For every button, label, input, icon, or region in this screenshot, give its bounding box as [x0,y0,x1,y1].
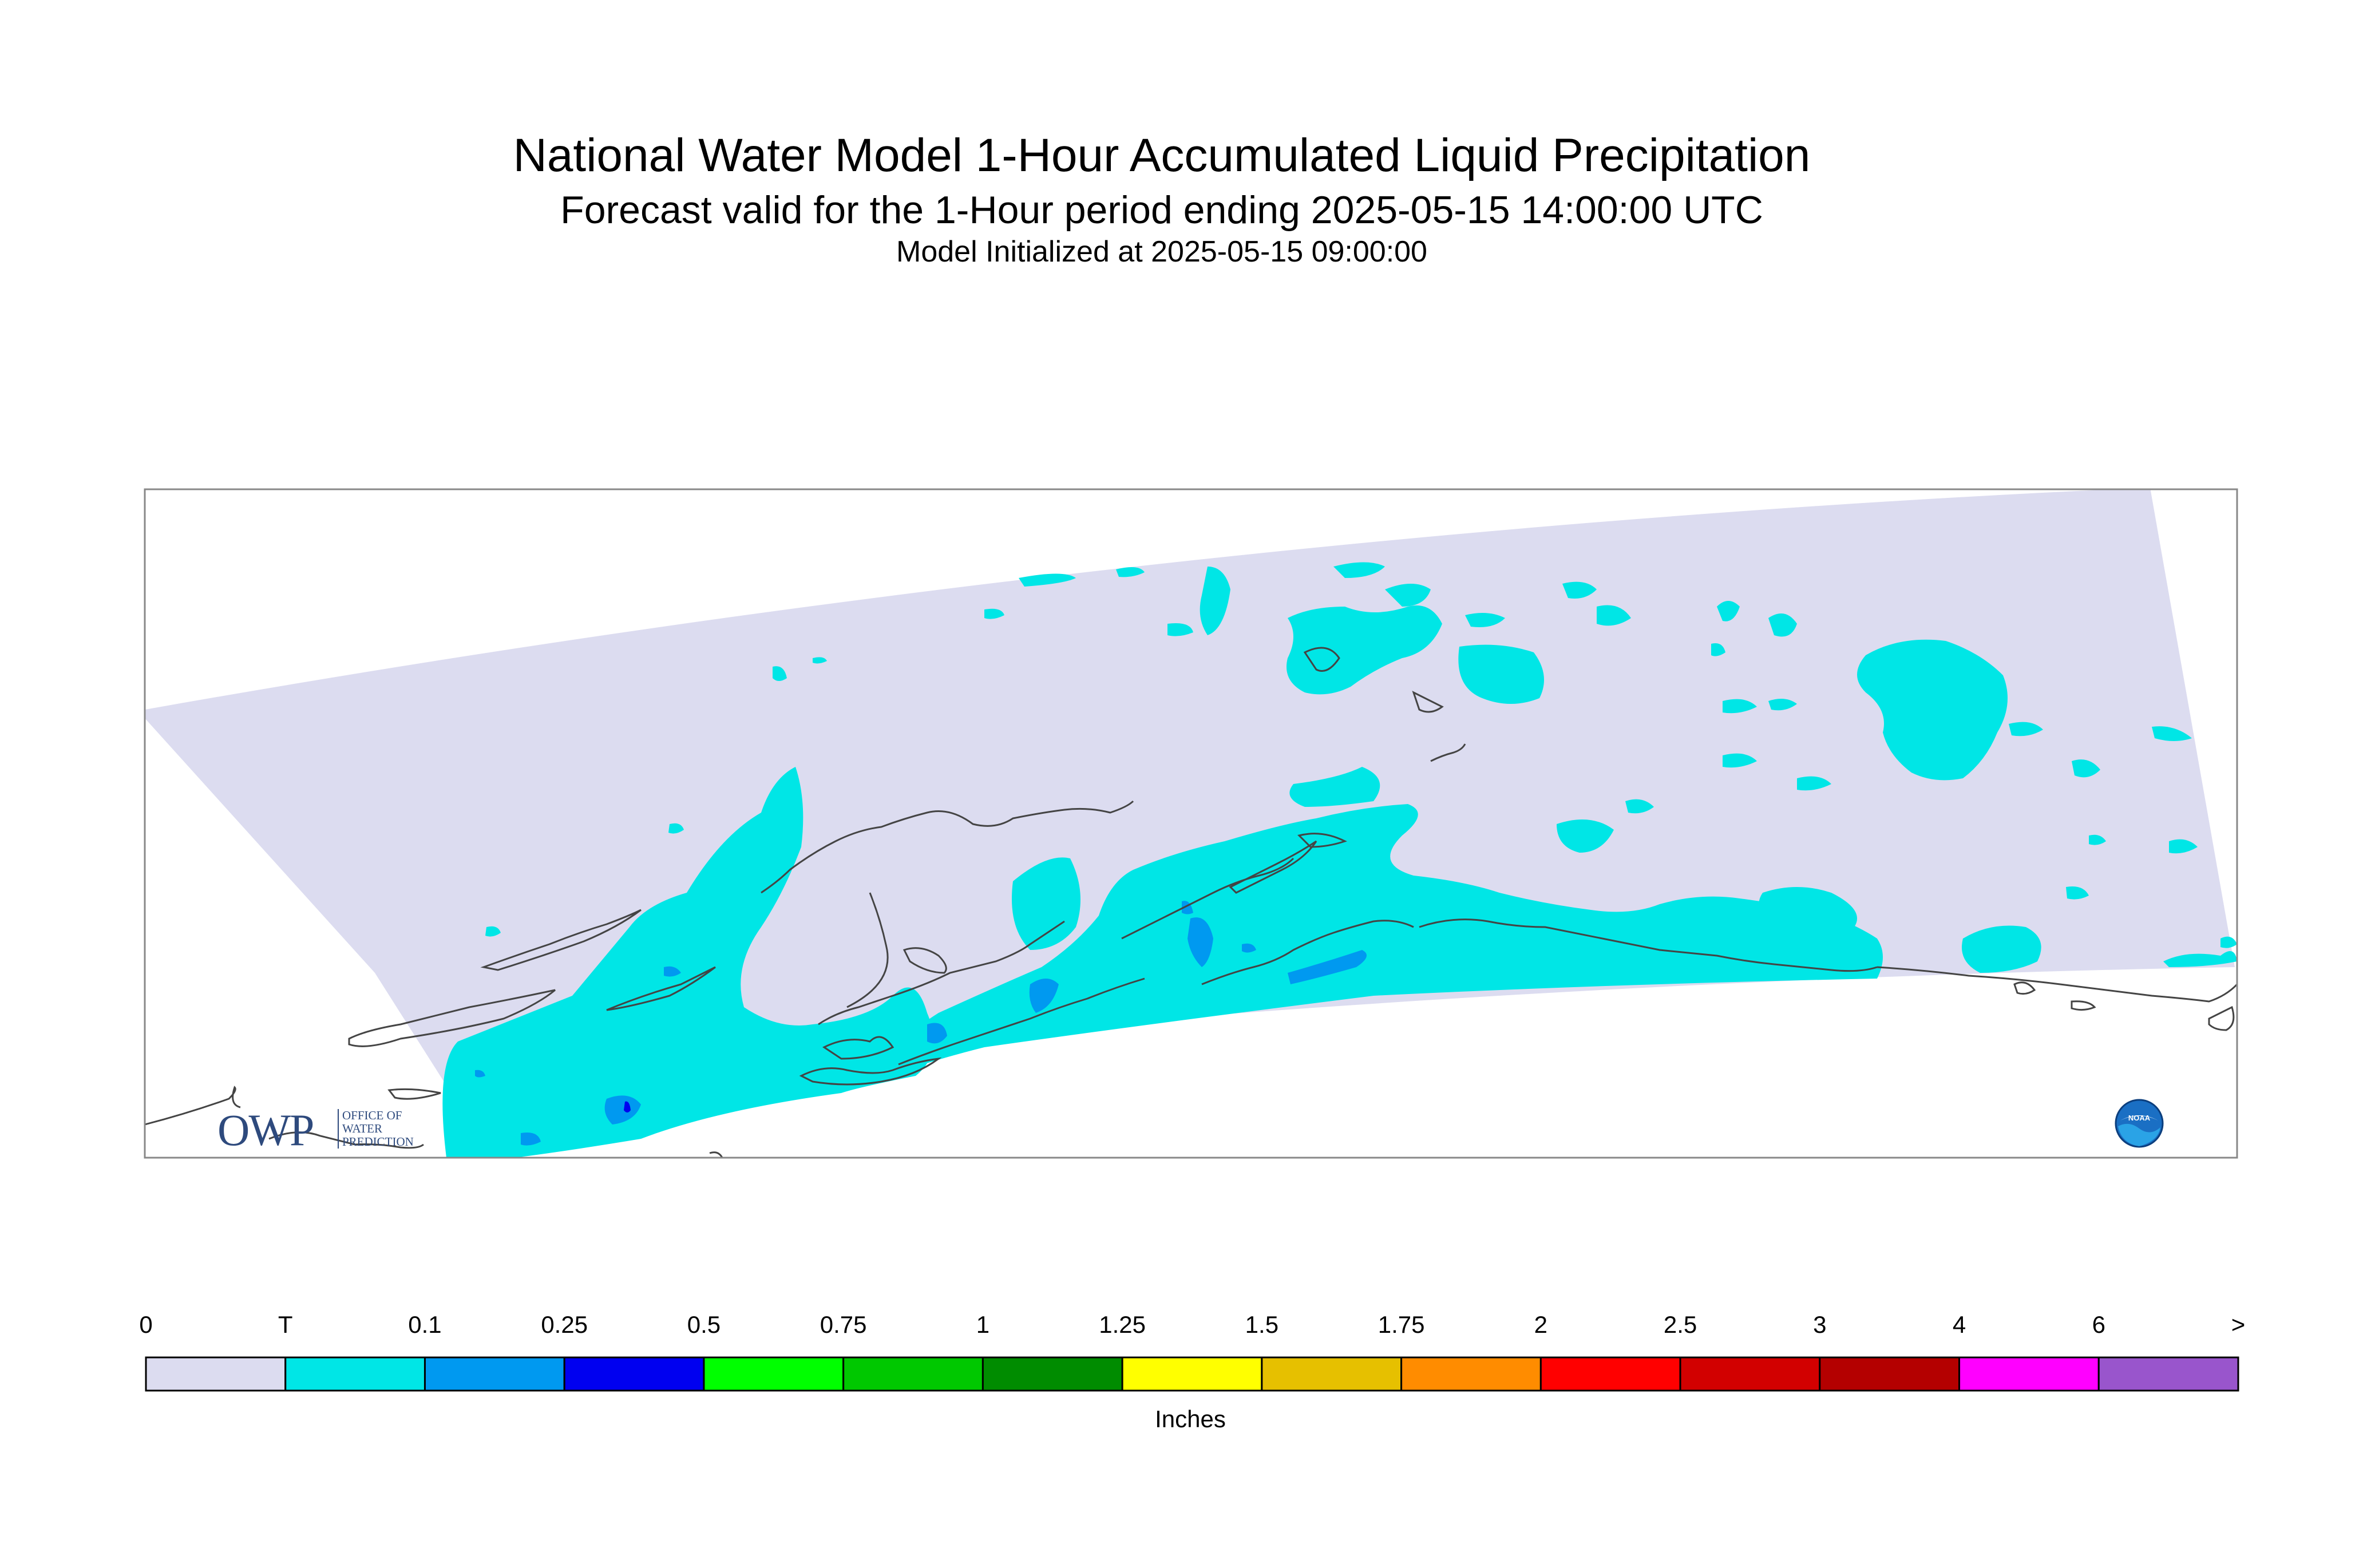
colorbar-swatch-8 [1261,1356,1403,1392]
colorbar-tick-label: 0.75 [820,1311,867,1338]
noaa-logo: NOAA [2115,1099,2164,1148]
owp-text-line-3: PREDICTION [342,1135,414,1149]
colorbar-swatch-1 [284,1356,426,1392]
moderate-precip-area [624,1101,631,1112]
colorbar-tick-label: 0 [139,1311,153,1338]
colorbar-tick-label: 0.5 [687,1311,721,1338]
colorbar-swatch-12 [1819,1356,1961,1392]
colorbar-swatch-14 [2097,1356,2239,1392]
colorbar-swatch-13 [1958,1356,2100,1392]
owp-logo-text: OFFICE OF WATER PREDICTION [338,1109,414,1149]
owp-logo: OWP OFFICE OF WATER PREDICTION [217,1104,429,1156]
colorbar-tick-label: 3 [1813,1311,1827,1338]
colorbar-swatch-6 [981,1356,1123,1392]
colorbar-tick-label: 2 [1534,1311,1548,1338]
colorbar-swatch-7 [1121,1356,1263,1392]
owp-text-line-2: WATER [342,1122,382,1135]
colorbar-tick-label: 2.5 [1663,1311,1697,1338]
colorbar-swatch-11 [1679,1356,1821,1392]
owp-logo-letters: OWP [217,1105,314,1155]
coastlines [145,647,2237,1158]
colorbar-units-label: Inches [1155,1405,1226,1432]
colorbar-tick-label: 0.25 [541,1311,588,1338]
colorbar-swatch-3 [563,1356,705,1392]
light-precip-areas [475,901,1367,1146]
colorbar-swatch-9 [1400,1356,1542,1392]
owp-text-line-1: OFFICE OF [342,1108,402,1122]
colorbar-swatch-2 [423,1356,565,1392]
colorbar-tick-label: 1.75 [1378,1311,1425,1338]
colorbar-tick-label: 1.25 [1099,1311,1146,1338]
colorbar-tick-label: T [278,1311,293,1338]
colorbar-tick-label: 4 [1952,1311,1966,1338]
map-title: National Water Model 1-Hour Accumulated … [513,129,1811,181]
colorbar-swatch-0 [145,1356,287,1392]
noaa-logo-text: NOAA [2128,1114,2151,1122]
colorbar-swatch-4 [703,1356,845,1392]
colorbar-tick-label: 1.5 [1245,1311,1279,1338]
map-subtitle: Forecast valid for the 1-Hour period end… [560,188,1763,232]
colorbar-tick-label: 1 [976,1311,990,1338]
map-frame [144,488,2238,1159]
colorbar-swatch-5 [842,1356,984,1392]
colorbar-tick-label: > [2231,1311,2246,1338]
model-init-time: Model Initialized at 2025-05-15 09:00:00 [896,235,1427,268]
trace-precip-areas [442,562,2237,1158]
colorbar-swatch-10 [1539,1356,1681,1392]
colorbar-tick-label: 6 [2092,1311,2105,1338]
colorbar-tick-label: 0.1 [408,1311,442,1338]
colorbar [145,1356,2239,1392]
